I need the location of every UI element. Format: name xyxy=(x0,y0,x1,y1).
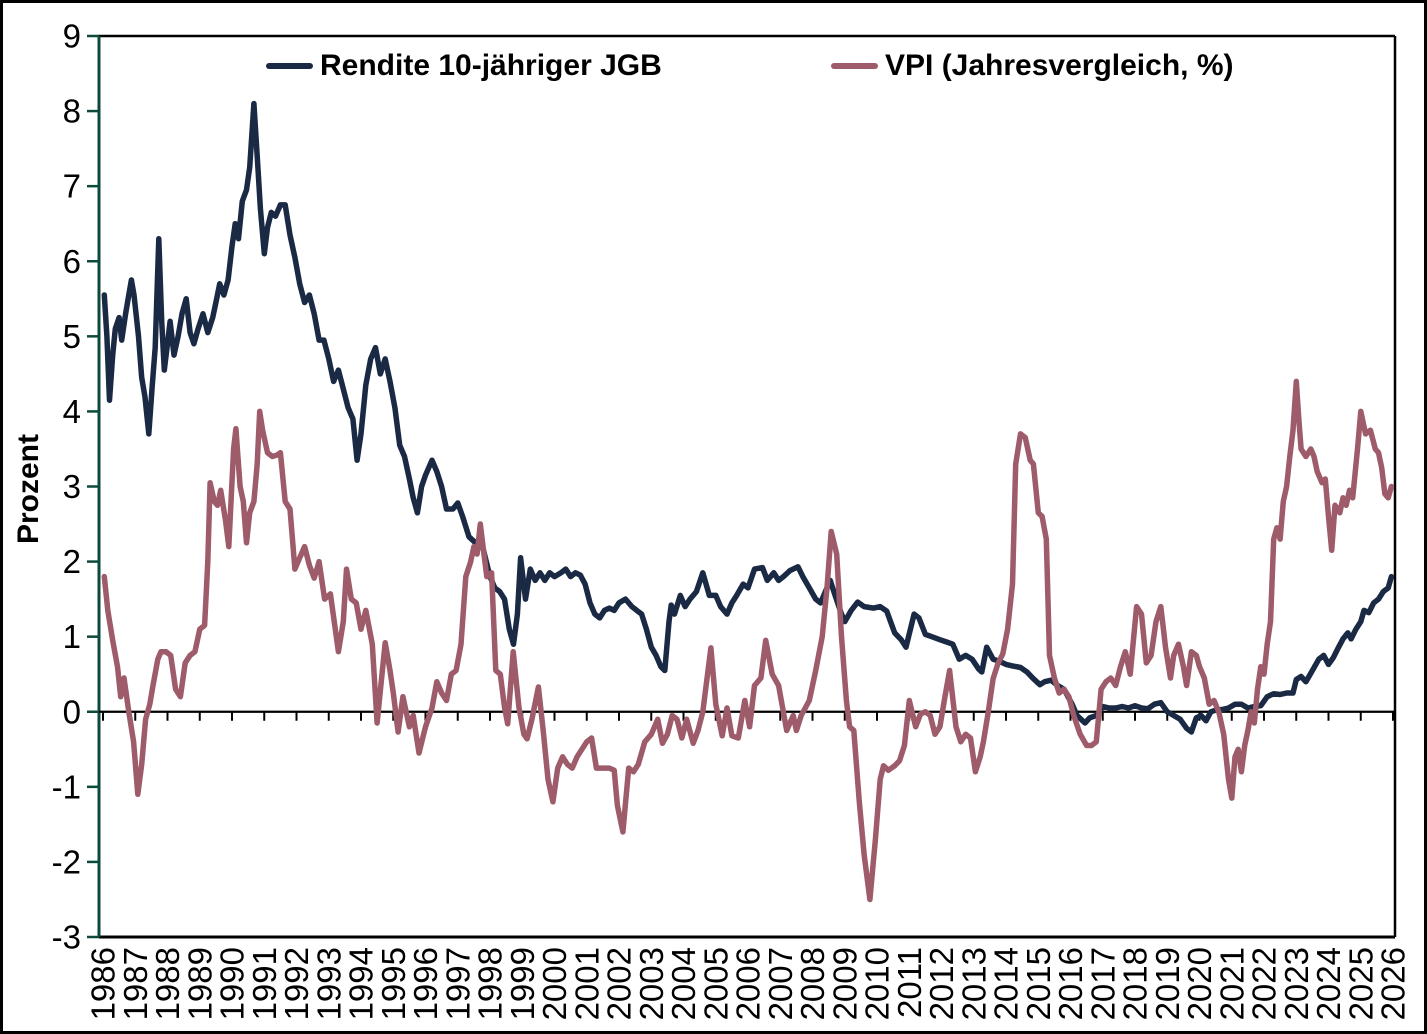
y-tick-label: 3 xyxy=(63,468,81,505)
x-tick-label: 2012 xyxy=(923,947,960,1020)
x-tick-label: 1987 xyxy=(117,947,154,1020)
x-tick-label: 1993 xyxy=(310,947,347,1020)
x-tick-label: 2009 xyxy=(826,947,863,1020)
chart-canvas: 9 8 7 6 5 4 3 2 1 0 -1 -2 -3198619871988198919901991… xyxy=(52,18,1412,1021)
x-tick-label: 2011 xyxy=(891,947,928,1018)
x-tick-label: 2024 xyxy=(1310,947,1347,1020)
x-tick-label: 2013 xyxy=(955,947,992,1020)
x-tick-label: 2014 xyxy=(988,947,1025,1020)
x-tick-label: 1992 xyxy=(278,947,315,1020)
y-tick-label: 8 xyxy=(63,93,81,130)
y-tick-label: 0 xyxy=(63,693,81,730)
x-tick-label: 1995 xyxy=(375,947,412,1020)
legend-swatch-vpi xyxy=(831,63,878,69)
y-tick-label: 6 xyxy=(63,243,81,280)
x-tick-label: 1998 xyxy=(472,947,509,1020)
x-tick-label: 1996 xyxy=(407,947,444,1020)
x-tick-label: 1994 xyxy=(343,947,380,1020)
y-tick-label: -2 xyxy=(52,843,81,880)
x-tick-label: 2004 xyxy=(665,947,702,1020)
x-tick-label: 2016 xyxy=(1052,947,1089,1020)
y-tick-label: 9 xyxy=(63,18,81,55)
x-tick-label: 2015 xyxy=(1020,947,1057,1020)
legend-label-vpi: VPI (Jahresvergleich, %) xyxy=(885,49,1234,82)
x-tick-label: 2007 xyxy=(762,947,799,1020)
x-tick-label: 2023 xyxy=(1278,947,1315,1020)
x-tick-label: 1997 xyxy=(439,947,476,1020)
y-tick-label: 4 xyxy=(63,393,81,430)
y-tick-label: 2 xyxy=(63,543,81,580)
vpi-line xyxy=(101,378,1395,903)
x-tick-label: 1990 xyxy=(214,947,251,1020)
legend-item-jgb: Rendite 10-jähriger JGB xyxy=(266,49,662,83)
x-tick-label: 2010 xyxy=(859,947,896,1020)
x-tick-label: 1989 xyxy=(181,947,218,1020)
x-tick-label: 2020 xyxy=(1181,947,1218,1020)
y-axis-title: Prozent xyxy=(12,434,45,545)
x-tick-label: 2001 xyxy=(568,947,605,1020)
x-tick-label: 2005 xyxy=(697,947,734,1020)
x-tick-label: 2017 xyxy=(1084,947,1121,1020)
y-tick-label: -1 xyxy=(52,768,81,805)
legend-label-jgb: Rendite 10-jähriger JGB xyxy=(320,49,662,82)
x-tick-label: 2002 xyxy=(601,947,638,1020)
x-tick-label: 1986 xyxy=(85,947,122,1020)
y-tick-label: -3 xyxy=(52,919,81,956)
x-tick-label: 1999 xyxy=(504,947,541,1020)
x-tick-label: 1991 xyxy=(246,947,283,1020)
y-tick-label: 1 xyxy=(63,618,81,655)
x-tick-label: 2021 xyxy=(1213,947,1250,1020)
x-tick-label: 2018 xyxy=(1117,947,1154,1020)
legend-item-vpi: VPI (Jahresvergleich, %) xyxy=(831,49,1234,83)
jgb-yield-line xyxy=(101,100,1395,735)
x-tick-label: 2008 xyxy=(794,947,831,1020)
x-tick-label: 2025 xyxy=(1342,947,1379,1020)
legend-swatch-jgb xyxy=(266,63,313,69)
x-tick-label: 2026 xyxy=(1375,947,1412,1020)
x-tick-label: 2003 xyxy=(633,947,670,1020)
y-tick-label: 5 xyxy=(63,318,81,355)
x-tick-label: 1988 xyxy=(149,947,186,1020)
y-tick-label: 7 xyxy=(63,168,81,205)
x-tick-label: 2019 xyxy=(1149,947,1186,1020)
x-tick-label: 2022 xyxy=(1246,947,1283,1020)
x-tick-label: 2000 xyxy=(536,947,573,1020)
x-tick-label: 2006 xyxy=(730,947,767,1020)
